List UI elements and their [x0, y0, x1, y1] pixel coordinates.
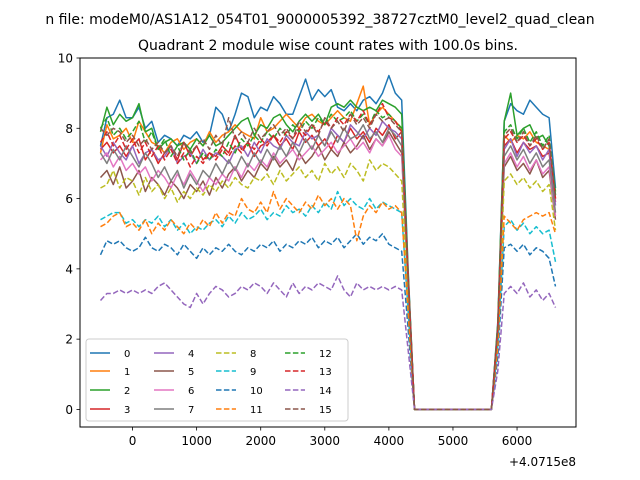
x-tick-label: 3000 [310, 434, 341, 448]
x-tick-label: 4000 [374, 434, 405, 448]
x-tick-label: 0 [129, 434, 137, 448]
legend-label-12: 12 [319, 349, 332, 360]
x-tick-label: 5000 [438, 434, 469, 448]
legend-label-0: 0 [124, 349, 130, 360]
chart-title: Quadrant 2 module wise count rates with … [138, 38, 518, 54]
legend-label-11: 11 [250, 405, 263, 416]
series-line-9 [100, 190, 557, 411]
series-line-15 [99, 113, 557, 411]
y-tick-label: 0 [65, 403, 73, 417]
x-axis: 0 1000 2000 3000 4000 5000 6000 [129, 427, 533, 448]
legend-label-3: 3 [124, 405, 130, 416]
legend-label-14: 14 [319, 386, 332, 397]
x-offset-label: +4.0715e8 [509, 455, 576, 469]
legend-label-15: 15 [319, 405, 332, 416]
legend-label-8: 8 [250, 349, 256, 360]
legend-label-1: 1 [124, 367, 130, 378]
y-axis: 0 2 4 6 8 10 [58, 52, 80, 417]
y-tick-label: 2 [65, 333, 73, 347]
x-tick-label: 2000 [245, 434, 276, 448]
axes-frame [79, 57, 577, 428]
legend-label-9: 9 [250, 367, 256, 378]
x-tick-label: 6000 [502, 434, 533, 448]
y-tick-label: 6 [65, 192, 73, 206]
legend-label-2: 2 [124, 386, 130, 397]
y-tick-label: 10 [58, 52, 73, 66]
series-line-14 [99, 275, 557, 411]
figure-suptitle: n file: modeM0/AS1A12_054T01_9000005392_… [45, 12, 594, 28]
legend-label-4: 4 [188, 349, 194, 360]
legend-label-7: 7 [188, 405, 194, 416]
x-tick-label: 1000 [181, 434, 212, 448]
legend-label-6: 6 [188, 386, 194, 397]
y-tick-label: 4 [65, 262, 73, 276]
legend-box [85, 338, 349, 422]
legend-label-13: 13 [319, 367, 332, 378]
legend-label-5: 5 [188, 367, 194, 378]
y-tick-label: 8 [65, 122, 73, 136]
series-layer [99, 74, 557, 411]
legend-label-10: 10 [250, 386, 263, 397]
